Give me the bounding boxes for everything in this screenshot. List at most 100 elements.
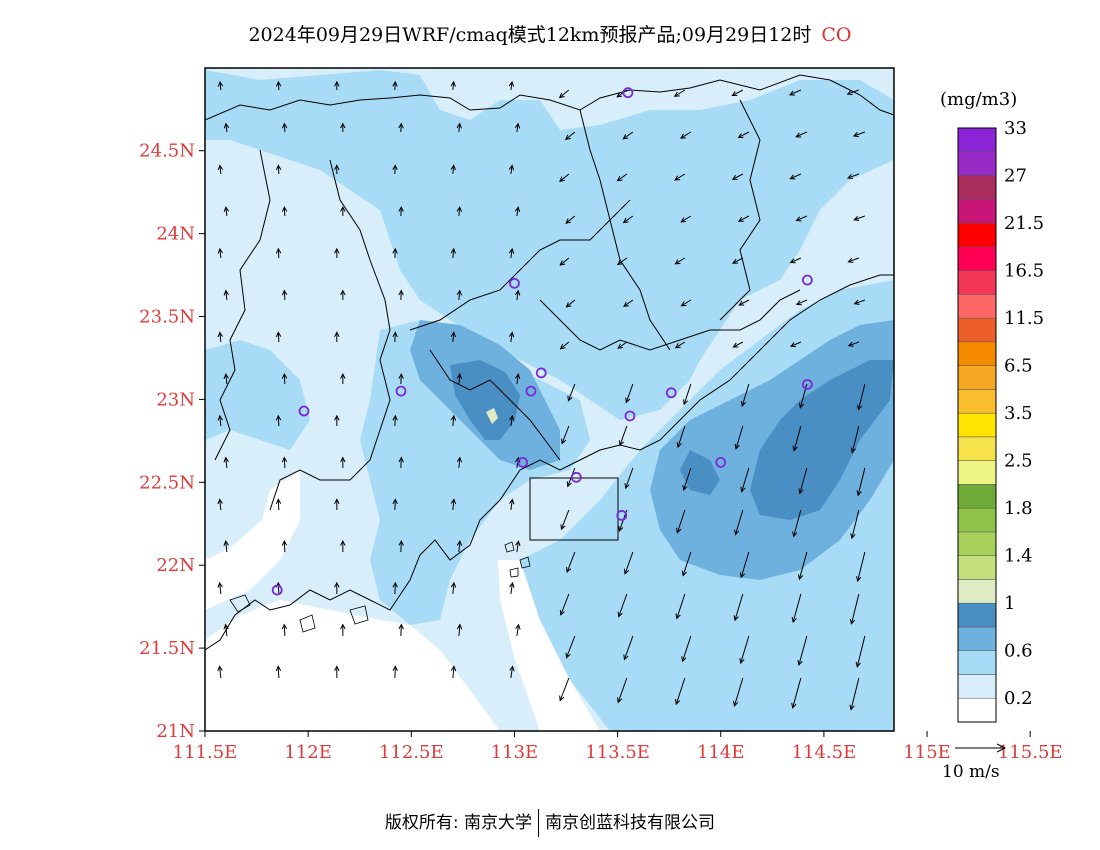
wind-arrow [856,383,866,411]
wind-arrow [334,80,340,91]
wind-arrow [791,677,802,709]
lat-tick-label: 22N [156,555,195,576]
colorbar-swatch [957,412,997,438]
colorbar-label: 0.2 [1004,688,1033,709]
wind-arrow [789,257,802,264]
wind-arrow [392,164,398,175]
concentration-band-mid-west [205,340,310,450]
wind-arrow [739,551,750,579]
island-west-3 [349,605,369,625]
lat-tick-label: 23N [156,389,195,410]
wind-arrow [217,80,224,91]
wind-arrow [674,173,686,181]
concentration-band-peak-central [450,360,520,440]
wind-arrow [334,665,340,679]
copyright-owner: 版权所有: 南京大学 [384,813,533,833]
wind-arrow [682,383,692,406]
wind-arrow [514,122,521,133]
wind-arrow [275,80,282,91]
province-boundary-north [205,74,894,121]
station-marker [517,457,529,468]
colorbar-unit-label: (mg/m3) [940,89,1018,110]
longitude-axis: 111.5E 112E 112.5E 113E 113.5E 114E 114.5E 115E… [173,731,1063,763]
wind-arrow [508,164,515,175]
wind-arrow [681,635,692,663]
wind-arrow [676,509,686,534]
wind-arrow [275,247,282,259]
wind-arrow [450,581,457,595]
colorbar-swatch [957,507,997,533]
concentration-band-peak-coast [680,450,720,495]
wind-arrow [340,372,346,385]
colorbar-swatch [957,246,997,271]
wind-arrow [674,341,686,349]
wind-arrow [509,498,515,511]
wind-arrow [732,257,744,264]
colorbar-swatch [957,389,997,414]
wind-arrow [392,331,398,343]
wind-arrow [560,509,570,531]
wind-arrow [509,665,515,679]
wind-arrow [334,331,340,343]
wind-arrow [740,467,750,493]
wind-arrow [679,131,692,139]
colorbar-swatch [957,579,997,604]
wind-arrow [622,215,634,224]
colorbar: 0.2 0.6 1 1.4 1.8 2.5 3.5 6.5 11.5 16.5 21.5 27 33 [957,118,1044,723]
wind-arrow [739,635,750,665]
wind-arrow [791,593,802,624]
colorbar-swatch [957,222,997,248]
wind-arrow [618,425,628,447]
wind-arrow [847,257,860,263]
colorbar-swatch [957,650,997,675]
colorbar-swatch [957,151,997,176]
wind-arrow [798,467,808,495]
concentration-band-max-cell [486,408,498,424]
wind-arrow [849,593,860,625]
wind-arrow [456,373,463,385]
wind-arrow [508,331,515,343]
copyright-separator [538,809,540,837]
station-marker [624,410,636,422]
wind-arrow [456,289,463,301]
lat-tick-label: 21N [156,721,195,742]
wind-arrow [616,89,628,98]
wind-arrow [509,414,515,427]
station-marker [271,584,283,596]
wind-arrow [275,331,282,343]
map-area [205,68,894,731]
colorbar-swatch [957,341,997,366]
concentration-band-blank-south [205,600,500,731]
wind-arrow [281,456,288,469]
district-boundary-central [409,199,631,331]
colorbar-label: 11.5 [1004,308,1044,329]
station-marker [616,510,628,521]
wind-arrow [340,539,346,553]
wind-arrow [514,289,521,301]
wind-arrow [398,623,404,637]
latitude-axis: 21N 21.5N 22N 22.5N 23N 23.5N 24N 24.5N [139,141,205,742]
wind-arrow [853,215,866,221]
wind-arrow [738,299,750,306]
wind-arrow [674,677,686,706]
lat-tick-label: 22.5N [139,472,195,493]
district-boundary-west [214,149,271,461]
concentration-band-blank-west [205,470,300,610]
wind-arrow [514,206,521,217]
islands [229,541,531,633]
wind-arrow [680,215,692,223]
wind-arrow [217,498,223,511]
wind-reference-label: 10 m/s [942,762,1000,782]
wind-arrow [856,467,866,497]
wind-arrow [795,215,808,222]
station-marker [525,385,537,397]
wind-arrow [855,635,866,668]
wind-arrow [616,173,628,182]
wind-arrow [217,414,223,427]
wind-arrow [846,89,860,96]
pollutant-name: CO [821,24,852,46]
colorbar-swatch [957,555,997,580]
colorbar-swatch [957,270,997,295]
colorbar-label: 3.5 [1004,403,1033,424]
wind-arrow [281,122,288,133]
